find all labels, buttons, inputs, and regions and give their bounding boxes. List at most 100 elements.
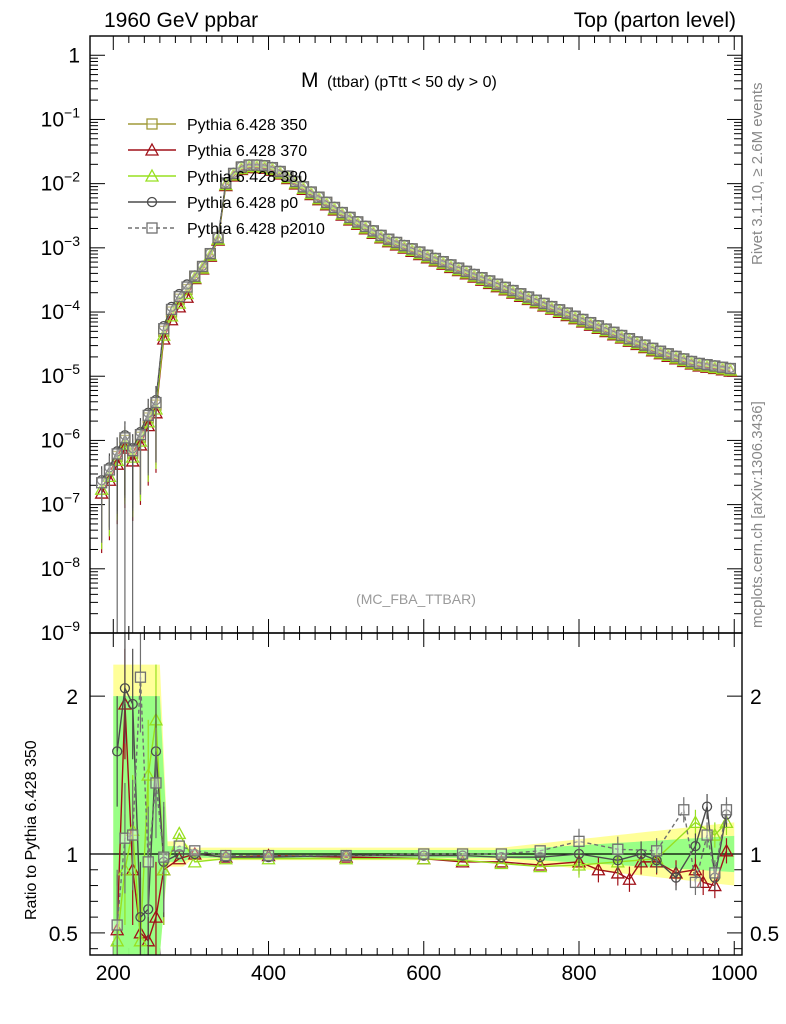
ratio-data-point [150,777,162,789]
legend-marker [146,118,158,130]
main-data-point [158,323,170,335]
header-left: 1960 GeV ppbar [104,9,258,32]
ratio-data-point [418,848,430,860]
main-data-point [95,477,108,489]
ratio-data-point [690,840,701,852]
ratio-series-line [116,703,728,943]
ratio-ylabel: Ratio to Pythia 6.428 350 [23,740,40,920]
main-y-tick-label: 10−9 [41,618,81,645]
ratio-data-point [218,851,233,865]
ratio-data-point [158,851,170,863]
ratio-data-point [701,829,713,841]
main-data-point [375,229,387,241]
ratio-data-point [416,851,431,865]
main-data-point [226,167,241,181]
main-data-point [156,327,171,341]
main-data-point [437,255,449,268]
ratio-data-point [670,872,682,883]
ratio-data-point [707,878,722,892]
main-series [94,159,738,550]
main-data-point [251,159,263,171]
legend-marker [144,142,160,156]
main-data-point [670,350,682,362]
ratio-data-point [111,919,123,931]
main-data-point [212,231,224,244]
legend-entry: Pythia 6.428 350 [128,117,307,134]
main-data-point [654,345,667,357]
main-data-point [530,294,542,306]
main-data-point [203,247,218,261]
ratio-data-point [635,848,647,860]
ratio-data-point [262,849,275,862]
ratio-data-point [134,671,147,683]
ratio-data-point [494,856,509,870]
main-data-point [569,310,581,322]
main-data-point [421,249,434,261]
main-data-point [181,281,193,293]
ratio-data-point [261,851,276,865]
main-data-point [164,312,179,326]
ratio-data-point [174,848,185,860]
main-data-point [398,239,411,252]
x-tick-label: 600 [406,962,441,985]
main-data-point [220,177,232,189]
main-data-point [266,161,279,174]
ratio-data-point [701,801,713,812]
main-data-point [172,295,187,309]
ratio-data-point [119,683,131,694]
x-tick-label: 200 [96,962,131,985]
legend-entry: Pythia 6.428 p2010 [128,221,325,238]
main-data-point [724,362,737,375]
main-data-point [243,159,255,171]
main-data-point [173,290,185,303]
main-data-point [600,323,612,335]
main-data-point [623,333,636,345]
main-data-point [414,246,426,258]
ratio-data-point [135,911,146,923]
legend-label: Pythia 6.428 p0 [187,195,298,212]
ratio-data-point [339,851,354,865]
main-data-point [127,445,139,457]
main-data-point [577,313,589,326]
main-data-point [406,243,418,255]
ratio-data-point [688,815,703,829]
main-y-tick-label: 10−3 [41,233,81,260]
ratio-data-point [189,845,201,857]
ratio-data-point [119,832,131,844]
legend-label: Pythia 6.428 370 [187,143,307,160]
main-data-point [218,177,233,191]
ratio-band-green [113,696,735,955]
rivet-label: Rivet 3.1.10, ≥ 2.6M events [749,83,766,266]
plot-title-sub: (ttbar) (pTtt < 50 dy > 0) [327,74,497,91]
ratio-data-point [689,876,702,889]
legend-entry: Pythia 6.428 370 [128,142,307,160]
legend-entry: Pythia 6.428 380 [128,168,307,186]
main-data-point [616,329,628,342]
legend-marker [146,222,158,234]
main-y-tick-label: 10−7 [41,490,81,517]
x-tick-label: 800 [561,962,596,985]
ratio-plot-frame [89,632,743,956]
main-data-point [701,359,713,371]
ratio-data-point [456,848,469,860]
ratio-data-point [535,851,546,863]
main-data-point [119,432,131,444]
ratio-data-point [173,840,185,852]
legend-entry: Pythia 6.428 p0 [128,195,298,212]
main-data-point [476,272,488,284]
ratio-y-tick-label: 0.5 [49,923,78,946]
main-data-point [189,270,201,282]
main-y-tick-label: 10−6 [41,425,81,452]
ratio-data-point [571,857,587,871]
main-series [95,159,737,543]
ratio-y-tick-label: 1 [66,844,78,867]
ratio-y-tick-label-right: 0.5 [750,923,779,946]
plot-title-main: M [301,69,319,92]
main-data-point [522,291,535,303]
main-data-point [258,160,271,172]
ratio-series [110,648,734,955]
legend-marker [144,168,160,182]
main-series-line [101,164,731,484]
main-data-point [678,353,690,365]
